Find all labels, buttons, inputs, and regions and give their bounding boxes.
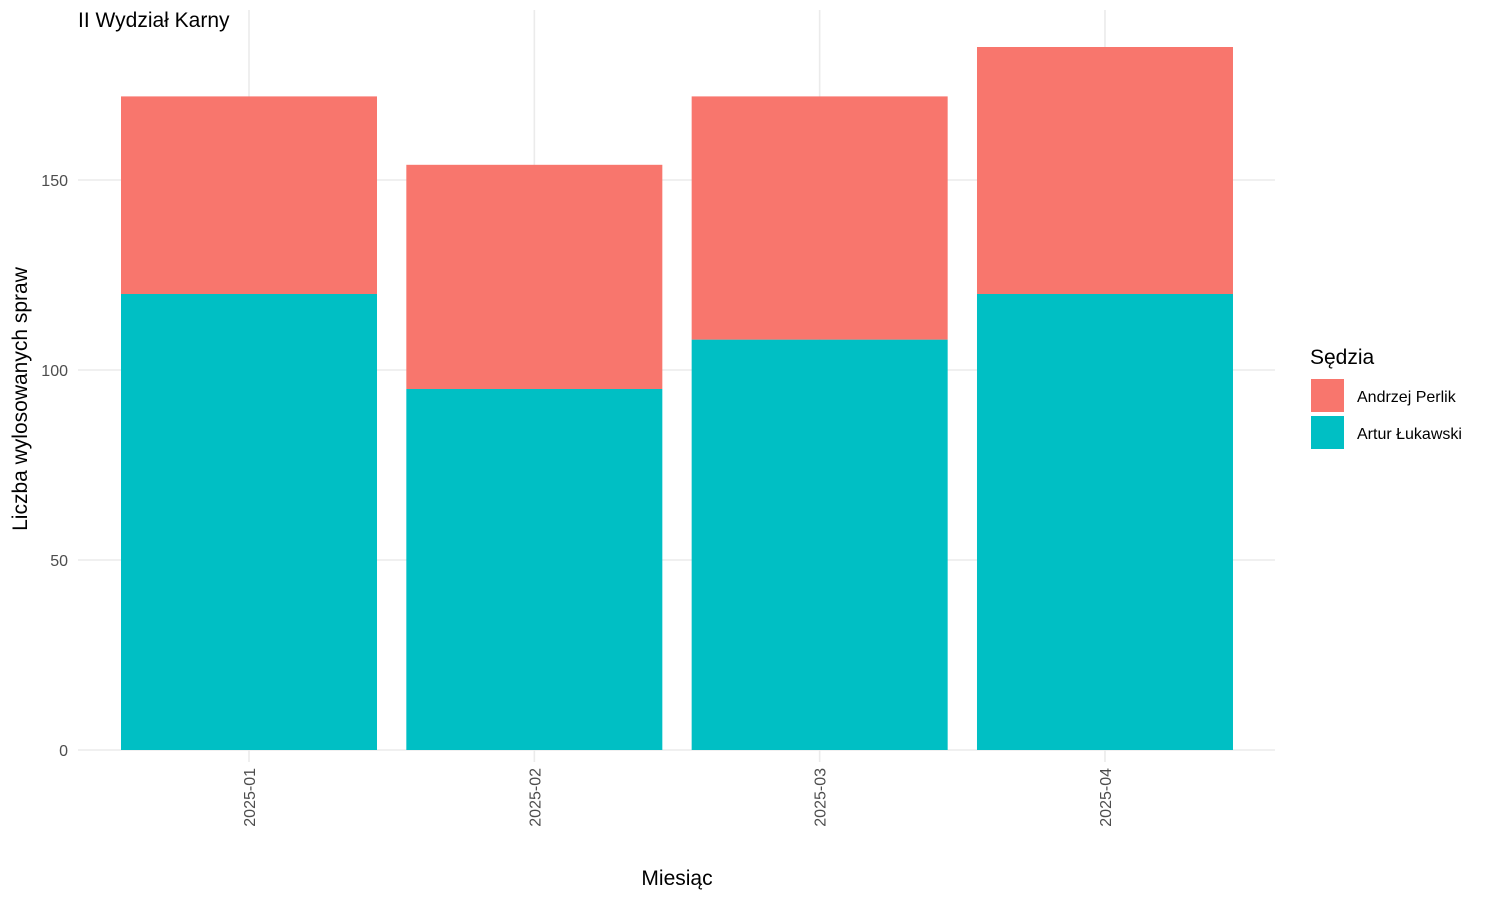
y-tick-label: 100 bbox=[41, 363, 68, 380]
legend-label: Artur Łukawski bbox=[1357, 426, 1462, 443]
bar-segment-2025-03-andrzej-perlik bbox=[691, 96, 948, 340]
x-axis: 2025-01 2025-02 2025-03 2025-04 bbox=[242, 768, 1115, 827]
x-tick-label: 2025-02 bbox=[527, 768, 544, 827]
x-tick-label: 2025-03 bbox=[813, 768, 830, 827]
bar-segment-2025-02-artur-łukawski bbox=[406, 389, 663, 750]
bar-segment-2025-04-artur-łukawski bbox=[976, 294, 1233, 750]
legend-label: Andrzej Perlik bbox=[1357, 389, 1457, 406]
x-axis-title: Miesiąc bbox=[641, 867, 712, 890]
bar-segment-2025-01-artur-łukawski bbox=[121, 294, 377, 750]
legend-title: Sędzia bbox=[1310, 346, 1375, 369]
legend-items: Andrzej Perlik Artur Łukawski bbox=[1311, 379, 1462, 449]
bar-segment-2025-01-andrzej-perlik bbox=[121, 96, 377, 295]
legend: Sędzia Andrzej Perlik Artur Łukawski bbox=[1310, 346, 1462, 449]
legend-swatch bbox=[1311, 379, 1344, 412]
x-tick-label: 2025-04 bbox=[1098, 768, 1115, 827]
y-tick-label: 150 bbox=[41, 173, 68, 190]
bar-segment-2025-04-andrzej-perlik bbox=[976, 47, 1233, 294]
x-tick-label: 2025-01 bbox=[242, 768, 259, 827]
bars bbox=[121, 47, 1233, 750]
y-axis-title: Liczba wylosowanych spraw bbox=[9, 266, 32, 531]
legend-swatch bbox=[1311, 416, 1344, 449]
y-axis: 0 50 100 150 bbox=[41, 173, 68, 760]
chart-title: II Wydział Karny bbox=[78, 9, 230, 32]
y-tick-label: 0 bbox=[59, 743, 68, 760]
bar-segment-2025-02-andrzej-perlik bbox=[406, 164, 663, 389]
bar-segment-2025-03-artur-łukawski bbox=[691, 339, 948, 750]
y-tick-label: 50 bbox=[50, 553, 68, 570]
